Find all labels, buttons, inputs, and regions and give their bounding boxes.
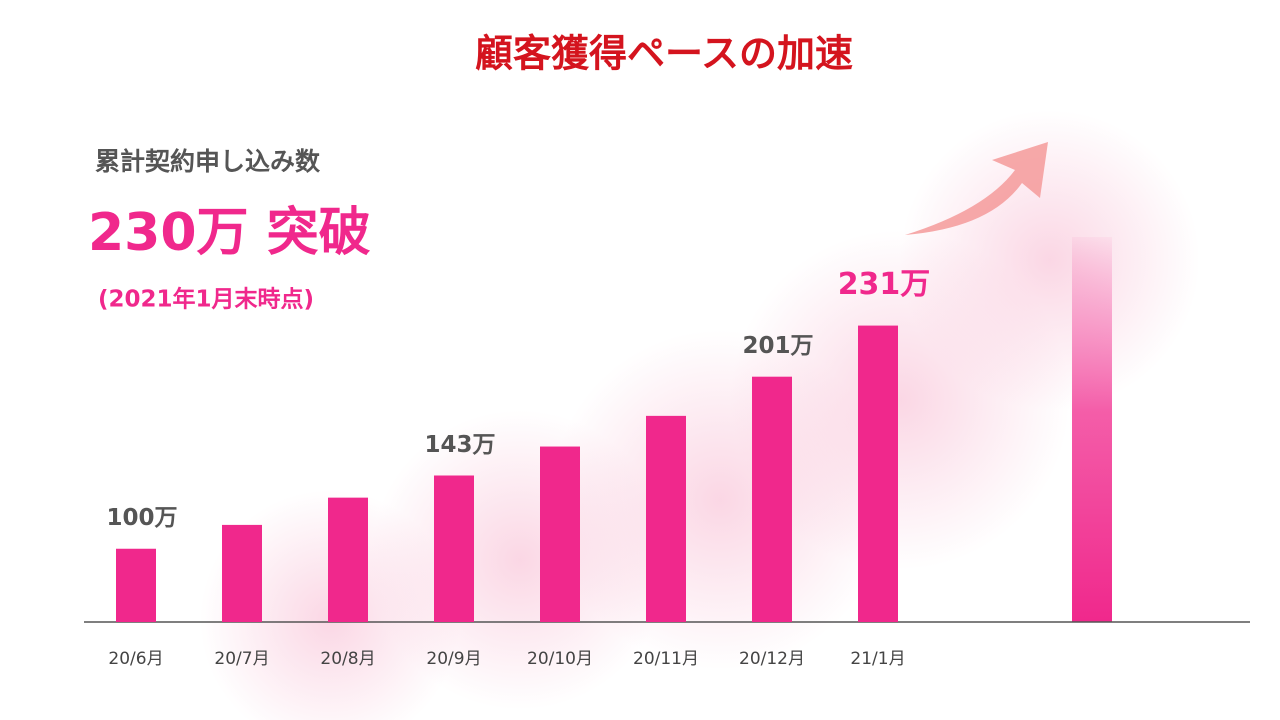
x-tick-label: 20/8月 (320, 649, 375, 669)
x-tick-label: 20/6月 (108, 649, 163, 669)
bar (434, 475, 474, 622)
x-tick-label: 20/12月 (739, 649, 805, 669)
value-label: 201万 (742, 333, 813, 359)
x-tick-label: 20/11月 (633, 649, 699, 669)
bar (222, 524, 262, 622)
value-label: 231万 (838, 267, 931, 302)
bar (752, 376, 792, 622)
bar (328, 497, 368, 622)
x-tick-label: 20/9月 (426, 649, 481, 669)
bar (540, 446, 580, 622)
value-label: 100万 (106, 505, 177, 531)
note: (2021年1月末時点) (98, 286, 314, 313)
x-tick-label: 20/10月 (527, 649, 593, 669)
headline: 230万 突破 (88, 203, 371, 263)
background-decoration (200, 110, 1200, 720)
value-label: 143万 (424, 432, 495, 458)
bar (116, 548, 156, 622)
chart-title: 顧客獲得ペースの加速 (475, 32, 853, 76)
bar (858, 325, 898, 622)
x-tick-label: 20/7月 (214, 649, 269, 669)
bar (646, 415, 686, 622)
x-tick-label: 21/1月 (850, 649, 905, 669)
subtitle: 累計契約申し込み数 (95, 147, 321, 176)
